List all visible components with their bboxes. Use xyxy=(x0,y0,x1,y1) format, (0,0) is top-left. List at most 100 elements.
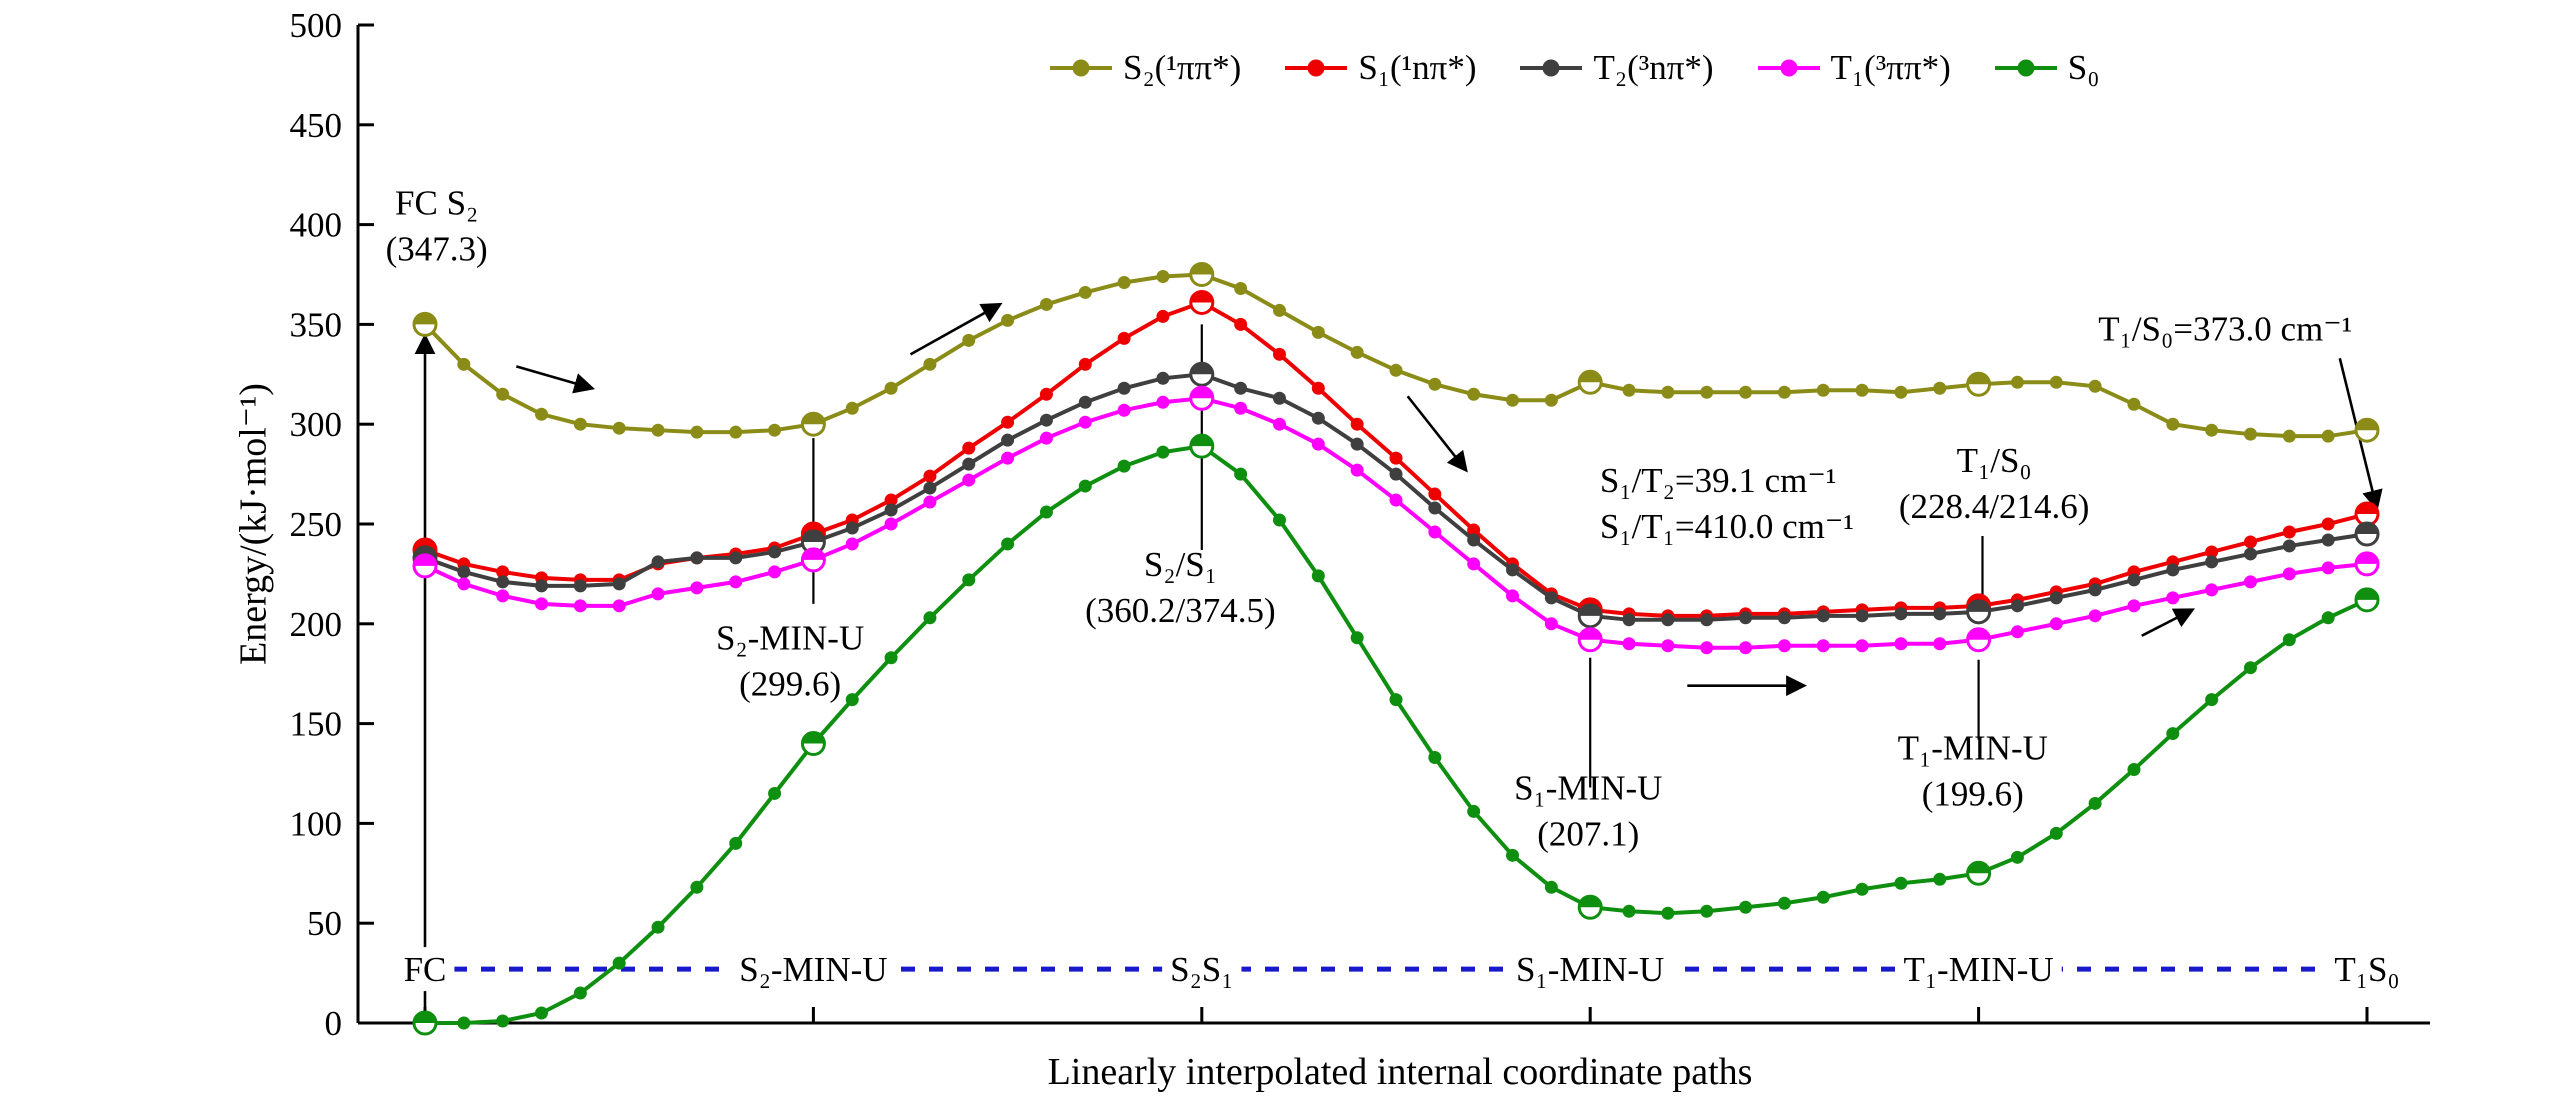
data-point-marker xyxy=(1933,381,1947,395)
data-point-marker xyxy=(651,587,665,601)
data-point-marker xyxy=(1389,493,1403,507)
data-point-marker xyxy=(2321,611,2335,625)
data-point-marker xyxy=(1777,639,1791,653)
data-point-marker xyxy=(1816,639,1830,653)
y-tick-label: 0 xyxy=(325,1004,343,1043)
data-point-marker xyxy=(1622,613,1636,627)
data-point-marker xyxy=(768,545,782,559)
data-point-marker xyxy=(2127,763,2141,777)
data-point-marker-half xyxy=(2356,588,2378,600)
data-point-marker-half xyxy=(1967,373,1990,385)
path-label-bg xyxy=(1162,947,1242,992)
y-tick-label: 350 xyxy=(290,305,343,344)
data-point-marker-half xyxy=(802,413,825,425)
data-point-marker xyxy=(573,579,587,593)
data-point-marker xyxy=(1855,639,1869,653)
data-point-marker-half xyxy=(1190,363,1213,375)
annotation-text: T₁-MIN-U xyxy=(1898,729,2048,768)
arrow xyxy=(909,302,1003,356)
data-point-marker-half xyxy=(1579,604,1602,616)
data-point-marker xyxy=(2049,617,2063,631)
arrow xyxy=(2141,608,2195,637)
data-point-marker xyxy=(1117,381,1131,395)
data-point-marker xyxy=(1622,637,1636,651)
data-point-marker xyxy=(612,421,626,435)
path-label: S₁-MIN-U xyxy=(1516,950,1664,989)
data-point-marker xyxy=(1311,325,1325,339)
data-point-marker xyxy=(1777,896,1791,910)
data-point-marker xyxy=(884,381,898,395)
annotation-text: FC S₂ xyxy=(395,184,478,223)
legend-item: T₂(³nπ*) xyxy=(1520,48,1714,88)
data-point-marker xyxy=(496,575,510,589)
data-point-marker xyxy=(1389,693,1403,707)
data-point-marker xyxy=(729,425,743,439)
data-point-marker xyxy=(1622,383,1636,397)
data-point-marker xyxy=(1311,437,1325,451)
data-point-marker xyxy=(1700,385,1714,399)
path-label-bg xyxy=(731,947,896,992)
data-point-marker xyxy=(1078,479,1092,493)
legend-label: S₂(¹ππ*) xyxy=(1123,48,1242,87)
legend: S₂(¹ππ*) S₁(¹nπ*) T₂(³nπ*) T₁(³ππ*) S₀ xyxy=(1050,48,2099,88)
data-point-marker xyxy=(1777,611,1791,625)
y-tick-label: 150 xyxy=(290,705,343,744)
data-point-marker xyxy=(612,956,626,970)
legend-line-marker xyxy=(1757,59,1820,77)
legend-item: S₂(¹ππ*) xyxy=(1050,48,1241,88)
data-point-marker-half xyxy=(1190,291,1213,303)
data-point-marker xyxy=(1156,445,1170,459)
data-point-marker xyxy=(1622,904,1636,918)
data-point-marker xyxy=(1117,403,1131,417)
path-label-bg xyxy=(2326,947,2408,992)
data-point-marker xyxy=(2282,539,2296,553)
data-point-marker xyxy=(1350,463,1364,477)
data-point-marker xyxy=(1311,569,1325,583)
y-tick-label: 100 xyxy=(290,804,343,843)
annotation-text: S₁/T₂=39.1 cm⁻¹ xyxy=(1600,461,1836,500)
data-point-marker xyxy=(1506,848,1520,862)
data-point-marker xyxy=(1739,611,1753,625)
data-point-marker xyxy=(923,481,937,495)
annotation-text: S₂-MIN-U xyxy=(716,619,864,658)
data-point-marker xyxy=(1001,451,1015,465)
data-point-marker xyxy=(923,469,937,483)
legend-line-marker xyxy=(1050,59,1112,77)
data-point-marker xyxy=(2010,625,2024,639)
data-point-marker-half xyxy=(1579,628,1602,640)
data-point-marker xyxy=(1156,371,1170,385)
data-point-marker xyxy=(1894,385,1908,399)
data-point-marker xyxy=(2205,555,2219,569)
y-tick-label: 50 xyxy=(307,904,342,943)
data-point-marker xyxy=(962,573,976,587)
data-point-marker xyxy=(1234,467,1248,481)
series-line xyxy=(423,272,2368,439)
annotation-text: S₂/S₁ xyxy=(1144,545,1217,584)
data-point-marker xyxy=(2321,533,2335,547)
data-point-marker-half xyxy=(1579,896,1602,908)
data-point-marker xyxy=(1234,401,1248,415)
arrow xyxy=(515,365,596,394)
data-point-marker xyxy=(1078,285,1092,299)
y-tick-label: 450 xyxy=(290,106,343,145)
data-point-marker xyxy=(1700,613,1714,627)
data-point-marker xyxy=(651,423,665,437)
data-point-marker xyxy=(2010,375,2024,389)
data-point-marker xyxy=(1117,275,1131,289)
data-point-marker xyxy=(1506,393,1520,407)
data-point-marker xyxy=(2205,583,2219,597)
data-point-marker xyxy=(457,577,471,591)
data-point-marker xyxy=(1001,415,1015,429)
data-point-marker xyxy=(1428,501,1442,515)
data-point-marker xyxy=(1001,433,1015,447)
data-point-marker xyxy=(1661,639,1675,653)
data-point-marker xyxy=(573,599,587,613)
data-point-marker xyxy=(612,599,626,613)
data-point-marker xyxy=(2049,826,2063,840)
data-point-marker-half xyxy=(1190,263,1213,275)
data-point-marker xyxy=(573,986,587,1000)
data-point-marker xyxy=(1428,751,1442,765)
data-point-marker xyxy=(1117,331,1131,345)
y-axis-label: Energy/(kJ·mol⁻¹) xyxy=(232,383,275,665)
data-point-marker xyxy=(845,537,859,551)
